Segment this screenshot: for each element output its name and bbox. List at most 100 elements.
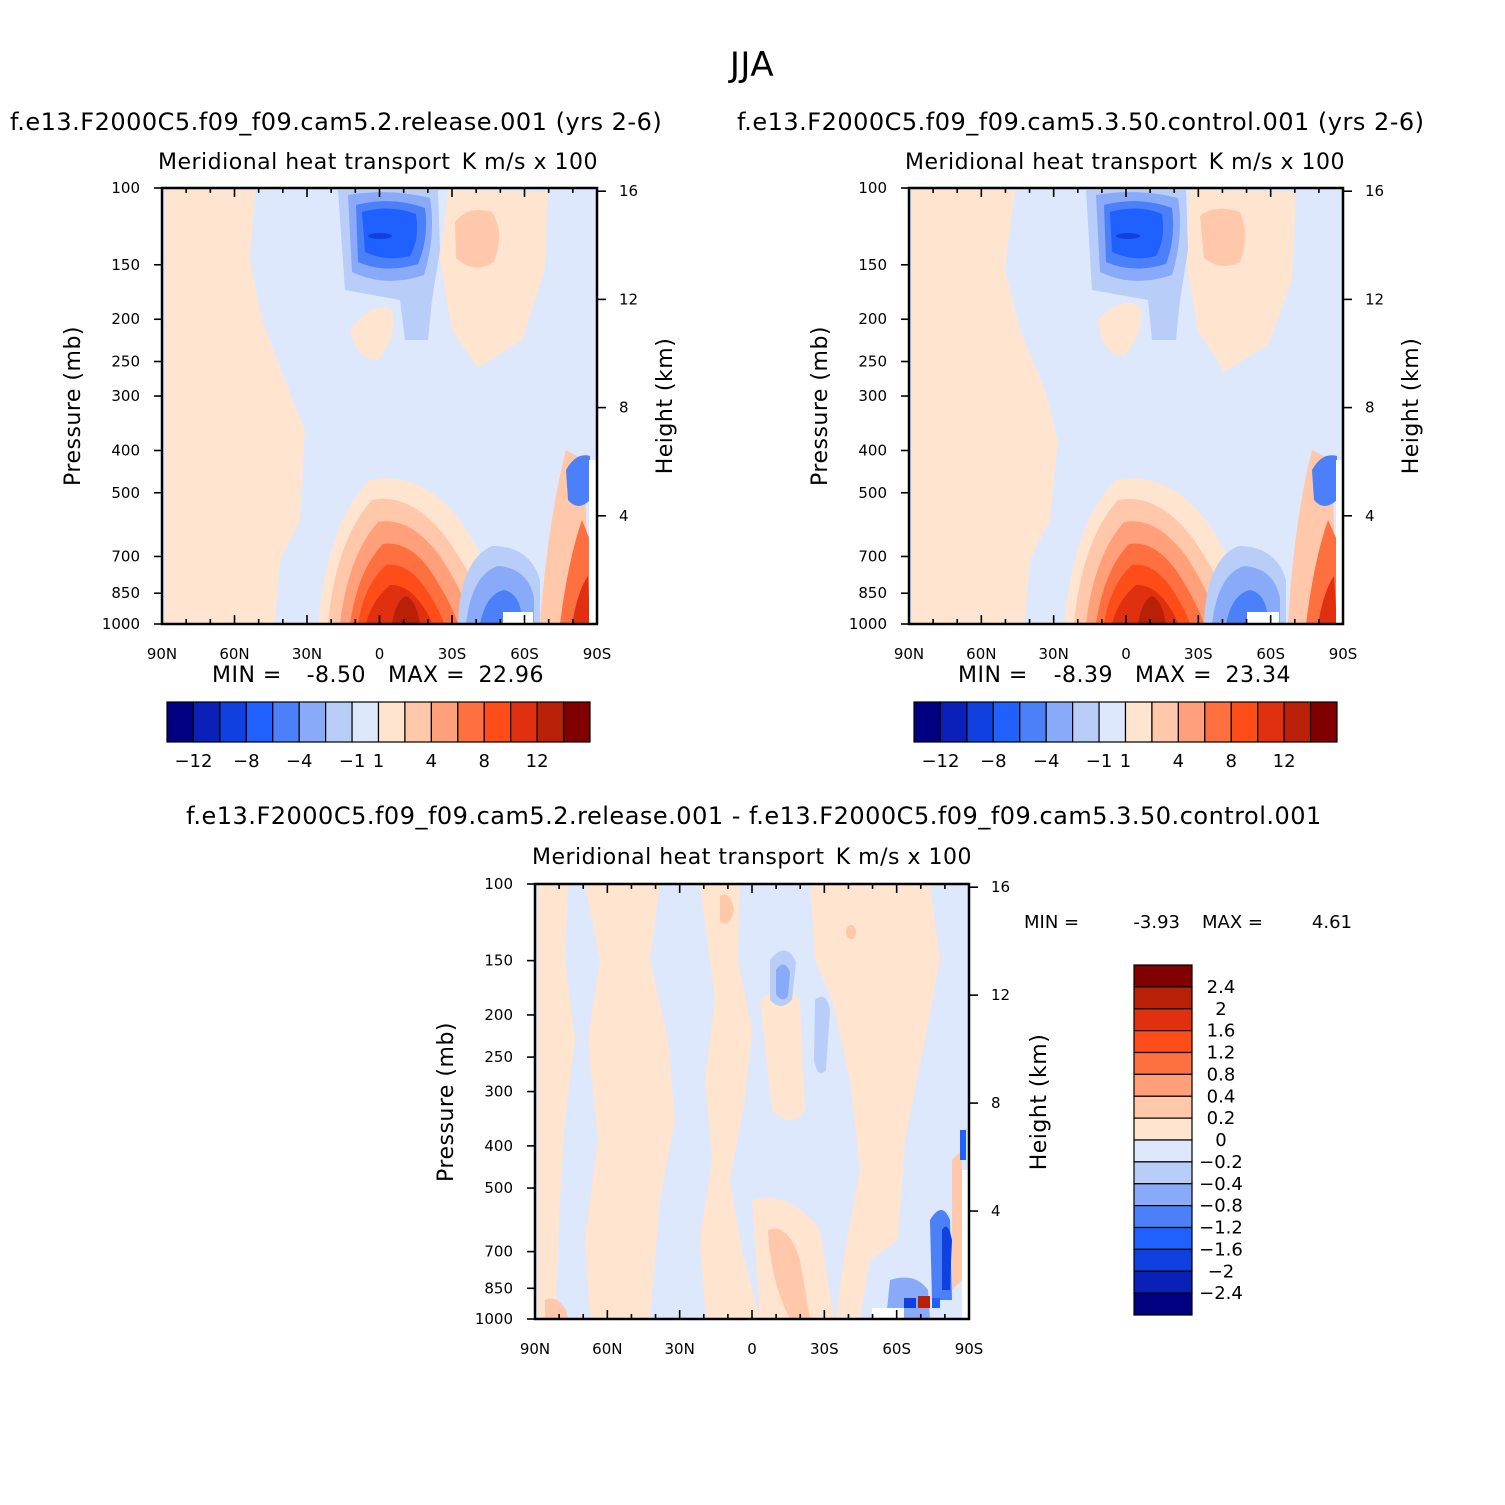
y2-tick-label: 8 (991, 1094, 1001, 1112)
colorbar-swatch (1133, 1008, 1193, 1032)
x-tick-label: 90S (1329, 645, 1358, 663)
colorbar-label: 2 (1215, 999, 1226, 1020)
y-tick-label: 250 (484, 1048, 513, 1066)
contour-max-south-upper (1200, 208, 1245, 267)
colorbar-swatch (483, 701, 512, 743)
y-tick-label: 300 (111, 387, 140, 405)
y2label: Height (km) (1027, 1034, 1052, 1171)
panel-right-string: K m/s x 100 (462, 150, 598, 175)
colorbar-label: 4 (1173, 751, 1184, 772)
colorbar-swatch (1133, 1030, 1193, 1054)
missing-data-mask (872, 1308, 904, 1319)
contour-cold-spot (814, 996, 830, 1074)
colorbar-swatch (404, 701, 432, 743)
colorbar-swatch (1133, 1292, 1193, 1316)
y2-tick-label: 4 (619, 507, 629, 525)
panel-left-string: Meridional heat transport (905, 150, 1197, 175)
colorbar-swatch (430, 701, 459, 743)
colorbar-swatch (1133, 1205, 1193, 1229)
figure-title: JJA (728, 45, 774, 85)
colorbar-swatch (1204, 701, 1232, 743)
contour-warm-spot (768, 1228, 810, 1319)
contour-min-jet (1116, 233, 1140, 239)
x-tick-label: 30N (665, 1340, 695, 1358)
heatmap-field (909, 188, 1343, 624)
y-tick-label: 100 (858, 179, 887, 197)
x-tick-label: 60N (592, 1340, 622, 1358)
x-tick-label: 90N (147, 645, 177, 663)
colorbar-label: 4 (426, 751, 437, 772)
ylabel: Pressure (mb) (61, 326, 86, 486)
colorbar-label: 0.2 (1207, 1108, 1236, 1129)
y-tick-label: 250 (111, 353, 140, 371)
max-value: 22.96 (479, 663, 544, 688)
colorbar-swatch (1133, 986, 1193, 1010)
y-tick-label: 500 (111, 484, 140, 502)
heatmap-field (162, 188, 597, 624)
x-tick-label: 30N (292, 645, 322, 663)
x-tick-label: 60S (882, 1340, 911, 1358)
missing-data-mask (962, 1170, 969, 1319)
colorbar-swatch (1230, 701, 1259, 743)
max-label: MAX = (1135, 663, 1212, 688)
y-tick-label: 850 (484, 1279, 513, 1297)
x-tick-label: 30N (1039, 645, 1069, 663)
panel-case-title: f.e13.F2000C5.f09_f09.cam5.2.release.001… (10, 108, 662, 136)
contour-positive-north (165, 190, 305, 624)
x-tick-label: 90N (520, 1340, 550, 1358)
max-value: 23.34 (1226, 663, 1291, 688)
y-tick-label: 250 (858, 353, 887, 371)
colorbar-swatch (1019, 701, 1047, 743)
contour-surface-warm-7 (392, 596, 420, 624)
colorbar-swatch (1133, 1051, 1193, 1075)
contour-warm-spot (720, 894, 734, 924)
min-value: -8.50 (307, 663, 366, 688)
colorbar-swatch (1133, 1270, 1193, 1294)
y2-tick-label: 4 (991, 1202, 1001, 1220)
colorbar-swatch (245, 701, 274, 743)
contour-min-jet (368, 233, 392, 239)
colorbar-swatch (325, 701, 353, 743)
colorbar-swatch (1133, 1226, 1193, 1250)
colorbar-label: −0.4 (1199, 1174, 1243, 1195)
colorbar-label: −1 (339, 751, 366, 772)
colorbar-swatch (1045, 701, 1074, 743)
colorbar-swatch (1151, 701, 1179, 743)
missing-data-mask (1247, 612, 1279, 624)
contour-polar-warm-3 (572, 576, 590, 624)
panel-right-string: K m/s x 100 (836, 845, 972, 870)
min-label: MIN = (1024, 912, 1079, 933)
contour-warm-spot (846, 925, 856, 939)
contour-warm-band (810, 884, 940, 1319)
contour-warm-band (700, 884, 760, 1319)
min-value: -8.39 (1054, 663, 1113, 688)
y-tick-label: 1000 (849, 615, 887, 633)
x-tick-label: 30S (810, 1340, 839, 1358)
colorbar-swatch (457, 701, 485, 743)
colorbar-label: −2.4 (1199, 1283, 1243, 1304)
x-tick-label: 60N (219, 645, 249, 663)
colorbar-label: −0.8 (1199, 1196, 1243, 1217)
x-tick-label: 0 (1121, 645, 1131, 663)
colorbar-label: −4 (1033, 751, 1060, 772)
y-tick-label: 700 (484, 1243, 513, 1261)
panel-difference: f.e13.F2000C5.f09_f09.cam5.2.release.001… (186, 802, 1352, 1358)
colorbar-label: 1.6 (1207, 1021, 1236, 1042)
contour-positive-midlevel (350, 307, 394, 360)
y-tick-label: 850 (111, 584, 140, 602)
colorbar-label: −12 (174, 751, 212, 772)
panel-case-title: f.e13.F2000C5.f09_f09.cam5.2.release.001… (186, 802, 1322, 830)
y-tick-label: 300 (484, 1083, 513, 1101)
y-tick-label: 500 (484, 1179, 513, 1197)
y-tick-label: 700 (858, 547, 887, 565)
y-tick-label: 150 (858, 256, 887, 274)
y-tick-label: 200 (858, 310, 887, 328)
colorbar-swatch (536, 701, 565, 743)
colorbar-label: 1.2 (1207, 1043, 1236, 1064)
colorbar-label: 0 (1215, 1130, 1226, 1151)
contour-positive-north (912, 190, 1058, 624)
contour-polar-cold (566, 455, 590, 506)
y-tick-label: 1000 (475, 1310, 513, 1328)
colorbar: 2.421.61.20.80.40.20−0.2−0.4−0.8−1.2−1.6… (1133, 964, 1243, 1316)
